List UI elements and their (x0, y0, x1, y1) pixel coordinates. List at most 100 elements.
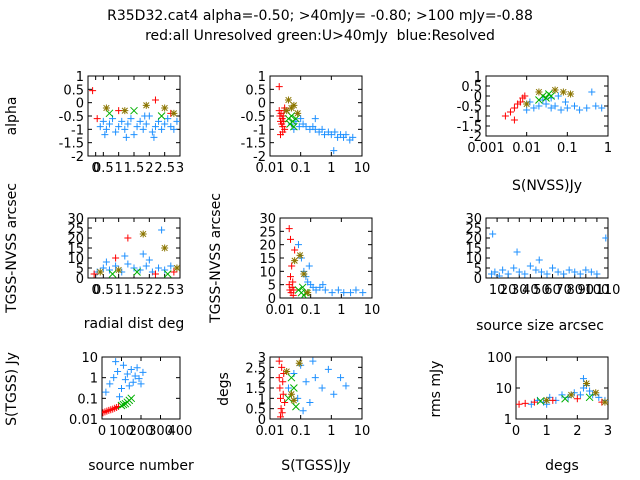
data-point-blue (306, 399, 313, 406)
data-point-blue (161, 267, 168, 274)
data-point-blue (149, 129, 156, 136)
y-tick-label: 25 (259, 225, 276, 240)
data-point-blue (106, 121, 113, 128)
x-tick-label: 0.01 (512, 141, 541, 156)
data-point-olive (140, 231, 147, 238)
data-point-blue (97, 123, 104, 130)
x-tick-label: 0 (512, 424, 520, 439)
data-point-blue (290, 370, 297, 377)
x-axis-label: source number (88, 458, 194, 474)
data-point-olive (288, 391, 295, 398)
data-point-blue (112, 129, 119, 136)
data-point-blue (564, 105, 571, 112)
data-point-olive (543, 397, 550, 404)
plot-frame (270, 357, 362, 419)
data-point-blue (112, 358, 119, 365)
data-point-olive (304, 289, 311, 296)
data-point-blue (505, 271, 512, 278)
data-point-green (131, 107, 138, 114)
data-point-blue (359, 289, 366, 296)
y-tick-label: 10 (81, 351, 98, 366)
data-point-blue (325, 366, 332, 373)
data-point-olive (552, 87, 559, 94)
x-tick-label: 1 (115, 161, 123, 176)
x-tick-label: 1.5 (124, 283, 145, 298)
data-point-red (94, 115, 101, 122)
x-tick-label: 0.1 (300, 303, 321, 318)
data-point-olive (583, 380, 590, 387)
data-point-blue (523, 107, 530, 114)
data-point-olive (296, 360, 303, 367)
x-tick-label: 400 (168, 424, 193, 439)
data-point-blue (330, 391, 337, 398)
data-point-blue (116, 393, 123, 400)
x-axis-label: S(TGSS)Jy (281, 458, 350, 474)
data-point-olive (97, 269, 104, 276)
data-point-red (574, 395, 581, 402)
y-axis-label: TGSS-NVSS arcsec (208, 193, 224, 324)
data-point-blue (576, 107, 583, 114)
x-tick-label: 1 (604, 141, 612, 156)
data-point-blue (158, 126, 165, 133)
data-point-blue (131, 131, 138, 138)
data-point-blue (571, 103, 578, 110)
x-axis-label: S(NVSS)Jy (512, 178, 582, 194)
data-point-blue (595, 394, 602, 401)
plot-frame (280, 218, 372, 298)
data-point-blue (499, 267, 506, 274)
data-point-blue (112, 263, 119, 270)
data-point-red (278, 405, 285, 412)
x-tick-label: 0.5 (93, 283, 114, 298)
data-point-blue (100, 118, 107, 125)
y-tick-label: 30 (465, 212, 482, 227)
x-tick-label: 0.5 (93, 161, 114, 176)
data-point-blue (128, 366, 135, 373)
y-axis-label: S(TGSS) Jy (4, 352, 20, 426)
data-point-blue (121, 126, 128, 133)
data-point-olive (285, 97, 292, 104)
data-point-blue (329, 289, 336, 296)
data-point-olive (592, 389, 599, 396)
x-tick-label: 0.1 (290, 424, 311, 439)
data-point-red (276, 374, 283, 381)
data-point-blue (139, 369, 146, 376)
points-layer (91, 227, 181, 278)
data-point-blue (303, 378, 310, 385)
data-point-olive (103, 105, 110, 112)
data-point-blue (510, 265, 517, 272)
plot-frame (88, 76, 180, 156)
data-point-blue (300, 407, 307, 414)
x-tick-label: 0.1 (557, 141, 578, 156)
x-axis-label: degs (545, 458, 579, 474)
panel-alpha-vs-radial: 00.5 1 1.5 2 2.5 310.50-0.5-1-1.5-2alpha (4, 70, 184, 176)
data-point-blue (514, 249, 521, 256)
data-point-blue (555, 93, 562, 100)
data-point-blue (120, 362, 127, 369)
data-point-blue (158, 227, 165, 234)
x-tick-label: 0 (98, 424, 106, 439)
data-point-blue (580, 375, 587, 382)
data-point-red (276, 385, 283, 392)
data-point-blue (141, 113, 148, 120)
data-point-olive (115, 267, 122, 274)
data-point-blue (337, 374, 344, 381)
x-tick-label: 1 (543, 424, 551, 439)
data-point-blue (134, 364, 141, 371)
x-tick-label: 2 (573, 424, 581, 439)
y-tick-label: 100 (487, 351, 512, 366)
y-tick-label: -2 (253, 150, 266, 165)
data-point-blue (114, 368, 121, 375)
y-tick-label: 30 (259, 212, 276, 227)
data-point-blue (140, 126, 147, 133)
data-point-blue (115, 123, 122, 130)
data-point-olive (294, 110, 301, 117)
data-point-blue (309, 358, 316, 365)
points-layer (516, 375, 609, 408)
data-point-red (511, 105, 518, 112)
data-point-blue (527, 263, 534, 270)
x-tick-label: 2 (145, 161, 153, 176)
data-point-green (292, 403, 299, 410)
data-point-blue (124, 261, 131, 268)
x-tick-label: 2.5 (154, 161, 175, 176)
